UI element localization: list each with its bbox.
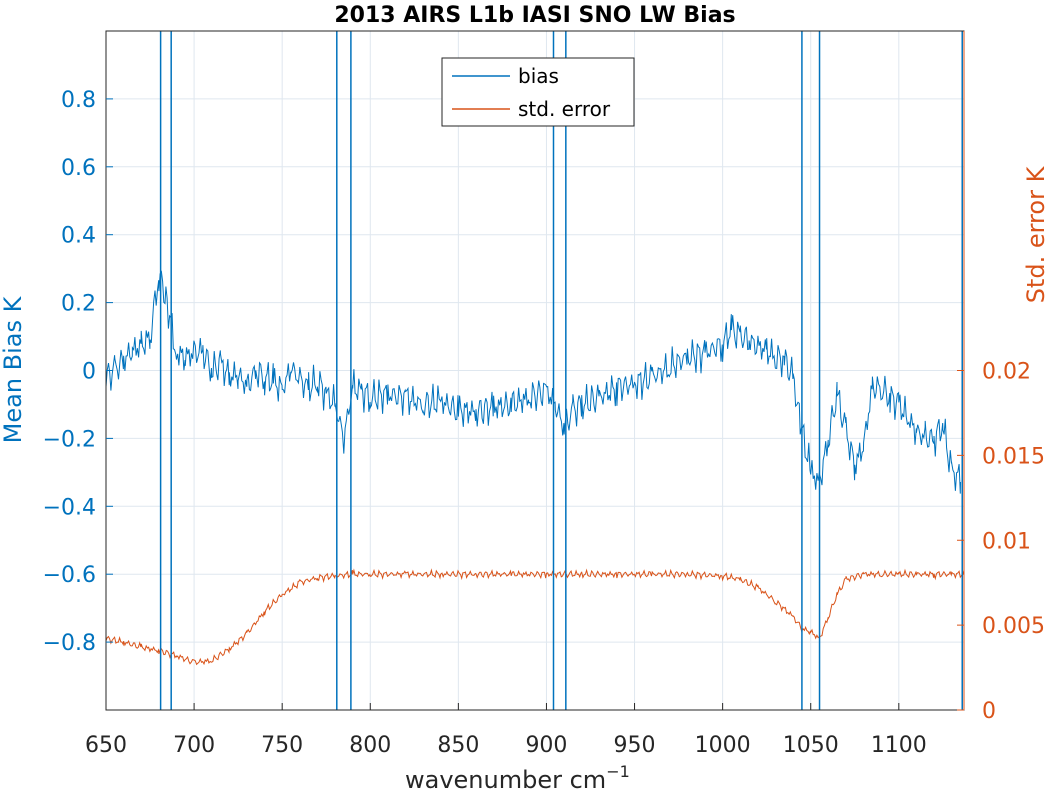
- x-tick-label: 1050: [783, 733, 839, 758]
- ticks: 650 700 750 800 850 900 950 1000 1050 1100 0.8 0.6 0…: [43, 31, 1045, 758]
- legend-label-bias: bias: [518, 64, 559, 88]
- y-left-tick-label: −0.8: [43, 631, 96, 656]
- y-left-tick-label: 0: [82, 360, 96, 385]
- series-line-std-error: [105, 568, 965, 666]
- y-left-tick-label: −0.4: [43, 495, 96, 520]
- x-tick-label: 850: [437, 733, 479, 758]
- y-left-tick-label: −0.2: [43, 427, 96, 452]
- series-line-bias: [105, 270, 961, 494]
- y-axis-right-label: Std. error K: [1022, 165, 1050, 303]
- legend-box: [441, 57, 635, 127]
- legend: bias std. error: [441, 57, 635, 127]
- y-left-tick-label: 0.4: [61, 224, 96, 249]
- x-tick-label: 750: [261, 733, 303, 758]
- x-tick-label: 700: [173, 733, 215, 758]
- y-left-tick-label: −0.6: [43, 563, 96, 588]
- y-axis-left-label: Mean Bias K: [0, 295, 27, 443]
- y-left-tick-label: 0.6: [61, 156, 96, 181]
- x-tick-label: 950: [614, 733, 656, 758]
- y-left-tick-label: 0.2: [61, 292, 96, 317]
- x-tick-label: 1000: [695, 733, 751, 758]
- x-axis-label: wavenumber cm−1: [405, 762, 630, 794]
- legend-label-std-error: std. error: [518, 97, 611, 121]
- y-right-tick-label: 0.015: [982, 444, 1045, 469]
- x-tick-label: 1100: [871, 733, 927, 758]
- x-tick-label: 650: [85, 733, 127, 758]
- y-right-tick-label: 0.02: [982, 360, 1031, 385]
- x-axis-label-superscript: −1: [606, 762, 630, 781]
- series-layer: [105, 270, 965, 666]
- y-right-tick-label: 0.005: [982, 614, 1045, 639]
- x-axis-label-main: wavenumber cm: [405, 766, 606, 794]
- x-tick-label: 800: [349, 733, 391, 758]
- y-right-tick-label: 0: [982, 699, 996, 724]
- chart-title: 2013 AIRS L1b IASI SNO LW Bias: [334, 3, 735, 28]
- y-right-tick-label: 0.01: [982, 529, 1031, 554]
- x-tick-label: 900: [525, 733, 567, 758]
- y-left-tick-label: 0.8: [61, 88, 96, 113]
